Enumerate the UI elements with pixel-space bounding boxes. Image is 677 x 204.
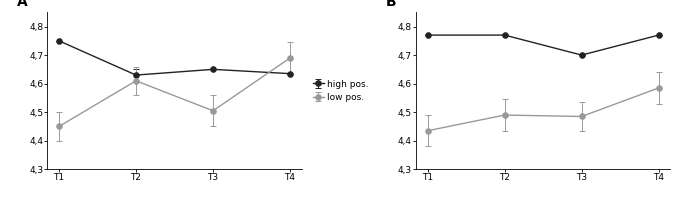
- Text: B: B: [385, 0, 396, 9]
- Legend: high pos., low pos.: high pos., low pos.: [311, 78, 370, 104]
- Text: A: A: [17, 0, 28, 9]
